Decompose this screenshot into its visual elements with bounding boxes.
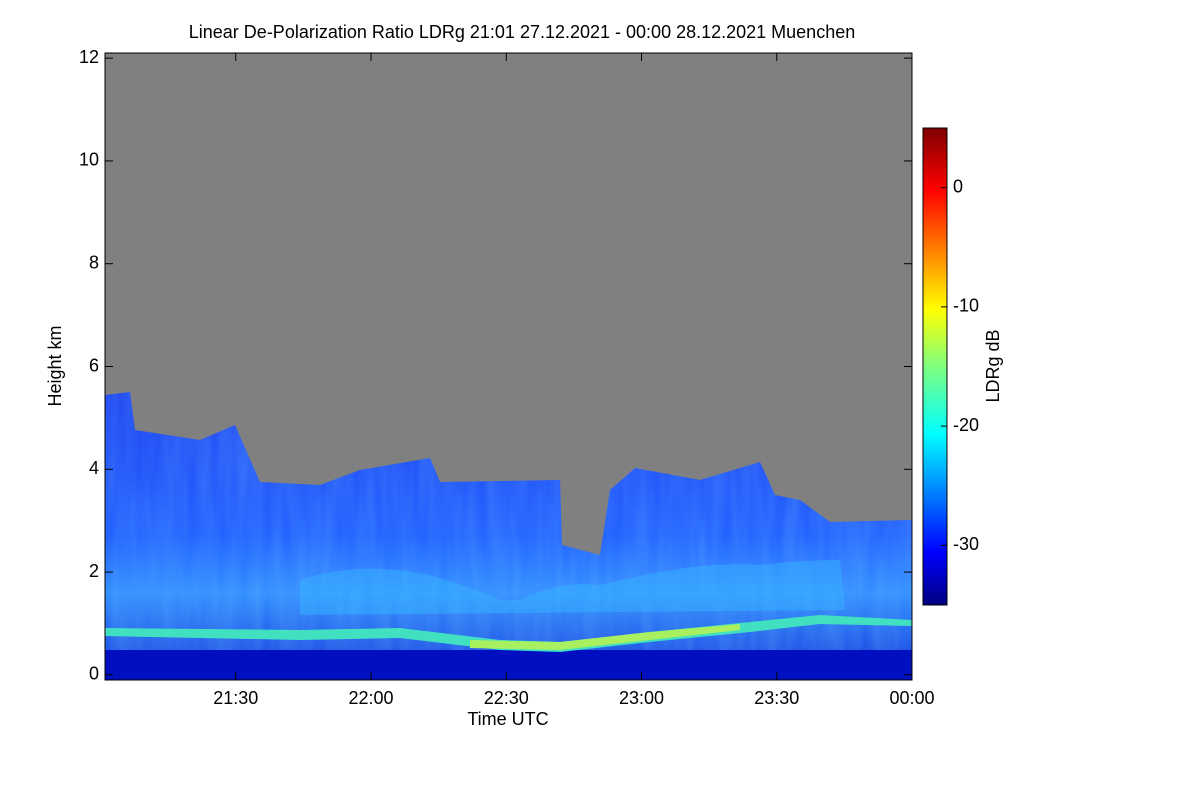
boundary-layer-core [470,624,740,650]
colorbar-tick-label: -20 [953,415,979,435]
x-tick-label: 22:00 [348,688,393,708]
y-tick-label: 4 [89,458,99,478]
x-tick-label: 23:30 [754,688,799,708]
lower-layer [105,650,912,680]
y-tick-label: 8 [89,252,99,272]
x-axis-label: Time UTC [467,709,548,729]
y-tick-label: 12 [79,47,99,67]
cloud-texture [105,392,912,680]
colorbar-tick-label: 0 [953,176,963,196]
chart-title: Linear De-Polarization Ratio LDRg 21:01 … [189,22,855,42]
x-tick-label: 00:00 [889,688,934,708]
colorbar-label: LDRg dB [983,329,1003,402]
heatmap [105,53,912,680]
cloud-layer [300,560,845,615]
colorbar-tick-label: -30 [953,534,979,554]
y-axis-label: Height km [45,325,65,406]
x-tick-label: 22:30 [484,688,529,708]
y-tick-label: 10 [79,150,99,170]
y-tick-label: 0 [89,664,99,684]
y-tick-label: 2 [89,561,99,581]
y-tick-label: 6 [89,355,99,375]
colorbar-tick-label: -10 [953,296,979,316]
x-tick-label: 23:00 [619,688,664,708]
x-tick-label: 21:30 [213,688,258,708]
colorbar [922,127,948,606]
